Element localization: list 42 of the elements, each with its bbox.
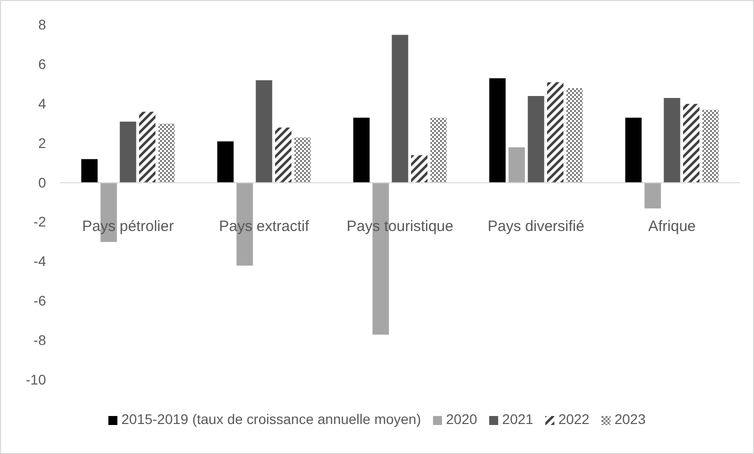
- y-tick-label: 2: [38, 134, 46, 151]
- bar: [566, 88, 583, 183]
- y-tick-label: -4: [34, 253, 46, 270]
- x-tick-label: Afrique: [648, 218, 696, 235]
- y-tick-label: 0: [38, 174, 46, 190]
- y-tick-label: -10: [26, 371, 46, 388]
- bar: [392, 34, 408, 183]
- bar: [625, 118, 642, 183]
- legend-label: 2015-2019 (taux de croissance annuelle moyen): [121, 411, 422, 427]
- y-tick-label: -6: [34, 292, 46, 309]
- bar: [702, 110, 719, 183]
- bar: [489, 78, 506, 183]
- bar: [81, 159, 98, 183]
- bar: [430, 118, 447, 183]
- legend-label: 2023: [614, 411, 646, 427]
- bar: [644, 182, 661, 208]
- legend-label: 2021: [502, 411, 534, 427]
- y-tick-label: 8: [38, 16, 46, 32]
- x-tick-label: Pays touristique: [346, 218, 454, 235]
- bar: [158, 124, 175, 183]
- bar: [275, 128, 292, 183]
- bar: [683, 104, 700, 183]
- bar: [528, 96, 544, 183]
- bar: [294, 137, 311, 183]
- bar: [217, 141, 234, 183]
- bar: [664, 98, 680, 183]
- x-tick-label: Pays pétrolier: [82, 218, 174, 235]
- bar: [411, 155, 428, 183]
- bar: [508, 147, 525, 183]
- x-tick-label: Pays diversifié: [488, 218, 584, 235]
- y-tick-label: 6: [38, 56, 46, 72]
- y-tick-label: 4: [38, 95, 46, 112]
- x-tick-label: Pays extractif: [218, 218, 310, 235]
- bar: [353, 118, 370, 183]
- y-tick-label: -8: [34, 332, 46, 348]
- y-tick-label: -2: [34, 214, 46, 230]
- legend-label: 2020: [446, 411, 478, 427]
- bar: [547, 82, 564, 183]
- bar: [120, 122, 136, 183]
- bar: [256, 80, 272, 183]
- bar: [139, 112, 156, 183]
- legend-label: 2022: [558, 411, 590, 427]
